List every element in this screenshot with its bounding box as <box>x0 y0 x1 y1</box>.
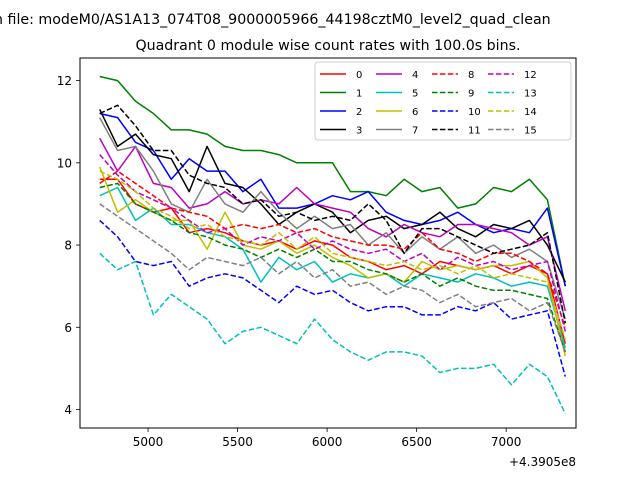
legend-label-0: 0 <box>356 70 362 81</box>
legend-label-12: 12 <box>524 70 537 81</box>
legend-label-5: 5 <box>412 89 418 100</box>
legend-label-9: 9 <box>468 89 474 100</box>
series-line-4 <box>99 137 567 311</box>
legend-label-6: 6 <box>412 107 418 118</box>
series-line-15 <box>99 203 567 353</box>
y-axis: 4 6 8 10 12 <box>57 74 80 417</box>
legend-label-8: 8 <box>468 70 474 81</box>
legend-frame <box>314 61 572 141</box>
legend-label-7: 7 <box>412 126 418 137</box>
series-line-2 <box>99 112 567 287</box>
axes-frame <box>79 57 577 429</box>
figure-suptitle: n file: modeM0/AS1A13_074T08_9000005966_… <box>0 12 551 28</box>
plot-lines <box>99 75 567 414</box>
legend-label-13: 13 <box>524 89 537 100</box>
x-tick-label: 7000 <box>491 435 522 449</box>
x-axis-offset-label: +4.3905e8 <box>509 455 576 469</box>
x-tick-label: 5500 <box>222 435 253 449</box>
legend-label-1: 1 <box>356 89 362 100</box>
y-tick-label: 4 <box>64 403 72 417</box>
series-line-7 <box>99 117 567 320</box>
series-line-13 <box>99 252 566 414</box>
legend-label-10: 10 <box>468 107 481 118</box>
x-tick-label: 6000 <box>312 435 343 449</box>
series-line-9 <box>99 182 567 353</box>
series-line-12 <box>99 154 567 332</box>
y-tick-label: 6 <box>64 321 72 335</box>
legend-label-14: 14 <box>524 107 537 118</box>
legend-label-4: 4 <box>412 70 418 81</box>
y-tick-label: 8 <box>64 239 72 253</box>
y-tick-label: 12 <box>57 74 72 88</box>
legend-label-3: 3 <box>356 126 362 137</box>
series-line-11 <box>99 104 567 324</box>
y-tick-label: 10 <box>57 156 72 170</box>
x-tick-label: 6500 <box>401 435 432 449</box>
series-line-6 <box>99 166 567 357</box>
legend-label-2: 2 <box>356 107 362 118</box>
series-line-1 <box>99 75 567 287</box>
x-tick-label: 5000 <box>133 435 164 449</box>
series-line-10 <box>99 219 567 377</box>
series-line-3 <box>99 109 566 283</box>
series-line-8 <box>99 170 567 328</box>
chart-title: Quadrant 0 module wise count rates with … <box>135 38 520 54</box>
legend-label-11: 11 <box>468 126 481 137</box>
legend-label-15: 15 <box>524 126 537 137</box>
x-axis: 5000 5500 6000 6500 7000 <box>133 428 522 449</box>
